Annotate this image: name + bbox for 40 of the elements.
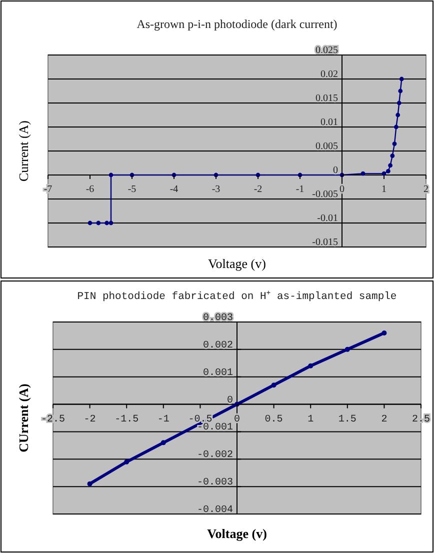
y-tick-label: 0.025 <box>316 45 338 56</box>
y-tick-label: -0.005 <box>312 189 338 200</box>
y-tick-label: 0.003 <box>202 313 233 324</box>
y-tick-label: -0.004 <box>196 505 233 516</box>
x-tick-label: 0.5 <box>264 414 283 426</box>
x-tick-label: -6 <box>86 184 94 195</box>
x-tick-label: 1.5 <box>338 414 356 426</box>
chart-title: PIN photodiode fabricated on H$^{+}$ as-implanted sample <box>77 290 397 303</box>
y-axis-title: Current (A) <box>16 120 31 182</box>
x-tick-label: -1.5 <box>114 414 139 426</box>
y-tick-label: 0.015 <box>316 93 338 104</box>
x-tick-label: -5 <box>128 184 136 195</box>
x-tick-label: -3 <box>212 184 220 195</box>
x-axis-title: Voltage (v) <box>207 526 267 541</box>
y-tick-label: 0.02 <box>320 69 338 80</box>
y-axis-title: CUrrent (A) <box>16 384 31 452</box>
x-tick-label: 2 <box>424 184 428 195</box>
x-tick-label: -2.5 <box>40 414 66 426</box>
x-tick-label: 2 <box>381 414 388 426</box>
y-tick-label: 0 <box>226 395 233 406</box>
chart-title: As-grown p-i-n photodiode (dark current) <box>136 17 338 31</box>
y-tick-label: 0 <box>333 165 338 176</box>
x-tick-label: -1 <box>157 414 170 426</box>
y-tick-label: -0.015 <box>312 237 338 248</box>
y-tick-label: 0.005 <box>316 141 338 152</box>
y-tick-label: 0.002 <box>202 340 233 352</box>
y-tick-label: -0.002 <box>196 450 233 462</box>
x-tick-label: -2 <box>254 184 262 195</box>
x-axis-title: Voltage (v) <box>208 256 266 271</box>
x-tick-label: 1 <box>382 184 386 195</box>
y-tick-label: -0.003 <box>196 478 233 489</box>
y-tick-label: -0.01 <box>317 213 338 224</box>
x-tick-label: -7 <box>44 184 52 195</box>
x-tick-label: 1 <box>308 414 314 426</box>
x-tick-label: -2 <box>84 414 96 426</box>
x-tick-label: -1 <box>296 184 304 195</box>
x-tick-label: -4 <box>170 184 178 195</box>
y-tick-label: 0.001 <box>202 368 233 379</box>
x-tick-label: 2.5 <box>412 414 430 426</box>
y-tick-label: 0.01 <box>320 117 338 128</box>
